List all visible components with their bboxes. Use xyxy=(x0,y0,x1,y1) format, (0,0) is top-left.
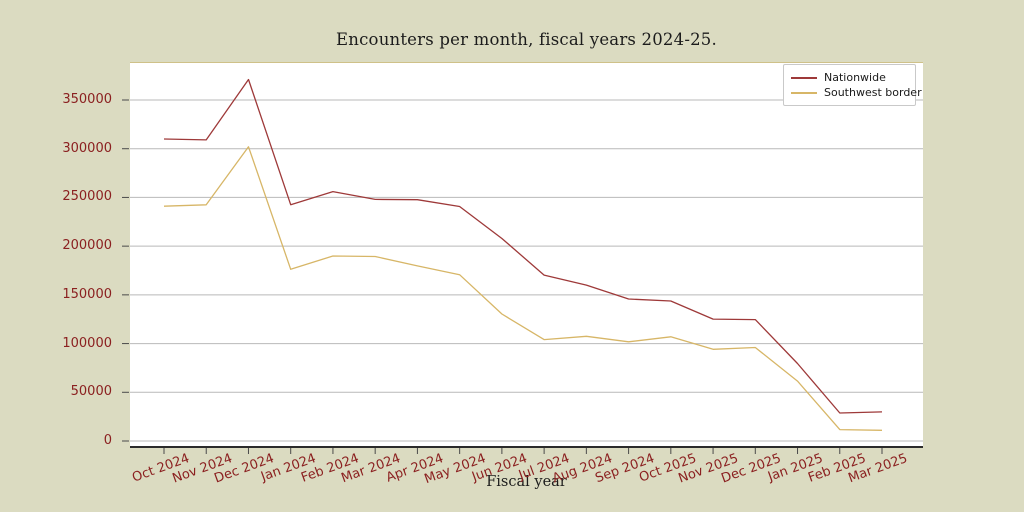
legend-item-nationwide: Nationwide xyxy=(791,70,908,85)
y-tick-label: 300000 xyxy=(62,140,112,156)
plot-area xyxy=(130,62,923,446)
nationwide-line xyxy=(163,78,883,414)
legend-label-southwest-border: Southwest border xyxy=(824,86,922,99)
y-tick-label: 200000 xyxy=(62,238,112,254)
legend-label-nationwide: Nationwide xyxy=(824,71,886,84)
y-tick-label: 350000 xyxy=(62,92,112,107)
legend-item-southwest-border: Southwest border xyxy=(791,85,922,100)
chart-title: Encounters per month, fiscal years 2024-… xyxy=(336,30,717,49)
y-tick-label: 100000 xyxy=(62,335,112,351)
y-tick-label: 0 xyxy=(103,433,112,448)
nationwide-line-sample-icon xyxy=(791,76,817,79)
x-axis-label: Fiscal year xyxy=(486,474,567,490)
y-tick-label: 50000 xyxy=(70,384,112,400)
y-tick-label: 250000 xyxy=(62,189,112,205)
southwest-border-line-sample-icon xyxy=(791,91,817,94)
legend: Nationwide Southwest border xyxy=(783,64,922,106)
southwest-border-line xyxy=(163,146,883,431)
y-tick-label: 150000 xyxy=(62,286,112,302)
